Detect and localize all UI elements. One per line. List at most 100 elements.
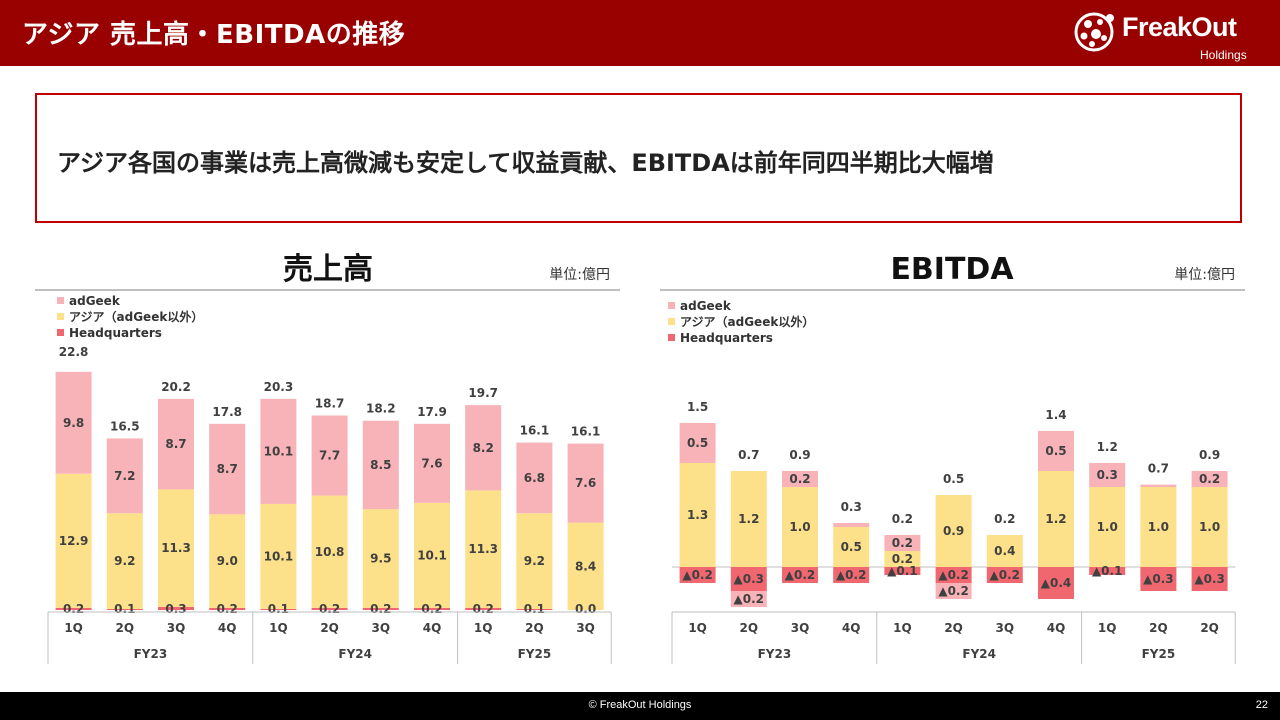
ebitda-group-label-2: FY25 bbox=[1142, 647, 1176, 661]
sales-bar-hq bbox=[106, 608, 143, 610]
sales-bar-hq bbox=[55, 607, 92, 610]
ebitda-bar-asia bbox=[679, 463, 716, 567]
sales-label-total: 20.2 bbox=[161, 380, 191, 394]
sales-bar-asia bbox=[158, 489, 194, 607]
ebitda-bar-adgeek bbox=[1038, 431, 1074, 471]
sales-bar-asia bbox=[516, 513, 553, 609]
ebitda-bar-adgeek bbox=[884, 535, 921, 551]
sales-label-hq: 0.2 bbox=[370, 602, 391, 616]
ebitda-label-adgeek-negative: ▲0.2 bbox=[938, 584, 969, 598]
ebitda-label-total: 0.9 bbox=[1199, 448, 1220, 462]
sales-label-total: 20.3 bbox=[264, 380, 294, 394]
sales-label-hq: 0.0 bbox=[575, 602, 596, 616]
sales-legend-swatch-0 bbox=[57, 297, 64, 304]
ebitda-label-total: 1.2 bbox=[1097, 440, 1118, 454]
sales-bar-adgeek bbox=[158, 398, 194, 490]
ebitda-bar-asia bbox=[935, 495, 972, 567]
sales-label-adgeek: 8.2 bbox=[473, 441, 494, 455]
ebitda-category-label: 2Q bbox=[944, 621, 963, 635]
ebitda-label-adgeek-negative: ▲0.2 bbox=[734, 592, 765, 606]
sales-category-label: 2Q bbox=[320, 621, 339, 635]
ebitda-legend-swatch-1 bbox=[668, 318, 675, 325]
sales-label-total: 17.9 bbox=[417, 405, 447, 419]
sales-label-adgeek: 9.8 bbox=[63, 416, 84, 430]
ebitda-label-hq: ▲0.2 bbox=[990, 568, 1021, 582]
ebitda-label-asia: 1.0 bbox=[789, 520, 810, 534]
ebitda-label-total: 0.7 bbox=[1148, 462, 1169, 476]
sales-bar-hq bbox=[158, 606, 194, 610]
sales-label-asia: 10.1 bbox=[417, 548, 447, 562]
ebitda-label-total: 0.2 bbox=[994, 512, 1015, 526]
sales-bar-adgeek bbox=[516, 442, 553, 514]
ebitda-label-asia: 1.3 bbox=[687, 508, 708, 522]
ebitda-label-adgeek: 0.2 bbox=[1199, 472, 1220, 486]
ebitda-category-label: 2Q bbox=[1149, 621, 1168, 635]
ebitda-label-adgeek: 0.2 bbox=[789, 472, 810, 486]
ebitda-label-hq: ▲0.1 bbox=[1092, 564, 1123, 578]
logo-subtext: Holdings bbox=[1200, 48, 1247, 62]
ebitda-label-hq: ▲0.3 bbox=[1194, 572, 1225, 586]
sales-bar-adgeek bbox=[260, 398, 297, 504]
sales-label-asia: 12.9 bbox=[59, 534, 89, 548]
ebitda-label-hq: ▲0.3 bbox=[734, 572, 765, 586]
sales-category-label: 3Q bbox=[167, 621, 186, 635]
ebitda-bar-adgeek bbox=[679, 423, 716, 463]
ebitda-bar-hq bbox=[833, 567, 870, 583]
sales-label-adgeek: 10.1 bbox=[264, 444, 294, 458]
sales-label-adgeek: 8.7 bbox=[165, 437, 186, 451]
sales-label-asia: 11.3 bbox=[468, 542, 498, 556]
ebitda-bar-adgeek-negative bbox=[730, 591, 767, 607]
company-logo: FreakOut Holdings bbox=[1068, 4, 1268, 64]
sales-label-hq: 0.2 bbox=[217, 602, 238, 616]
sales-label-total: 17.8 bbox=[212, 405, 242, 419]
ebitda-bar-adgeek bbox=[1140, 484, 1177, 487]
sales-label-adgeek: 6.8 bbox=[524, 471, 545, 485]
ebitda-legend-swatch-2 bbox=[668, 334, 675, 341]
sales-group-label-1: FY24 bbox=[338, 647, 372, 661]
ebitda-bar-hq bbox=[782, 567, 818, 583]
sales-category-label: 2Q bbox=[116, 621, 135, 635]
ebitda-legend-swatch-0 bbox=[668, 302, 675, 309]
ebitda-legend-label-0: adGeek bbox=[680, 299, 732, 313]
sales-label-total: 16.1 bbox=[571, 425, 601, 439]
ebitda-unit-label: 単位:億円 bbox=[1174, 267, 1235, 283]
sales-bar-hq bbox=[260, 608, 297, 610]
headline-box: アジア各国の事業は売上高微減も安定して収益貢献、EBITDAは前年同四半期比大幅… bbox=[35, 93, 1242, 223]
sales-group-label-0: FY23 bbox=[134, 647, 168, 661]
ebitda-label-hq: ▲0.2 bbox=[785, 568, 816, 582]
charts-canvas: 売上高 単位:億円adGeekアジア（adGeek以外）Headquarters1… bbox=[35, 252, 1245, 664]
sales-category-label: 1Q bbox=[64, 621, 83, 635]
sales-category-label: 4Q bbox=[218, 621, 237, 635]
ebitda-bar-asia bbox=[1089, 487, 1126, 567]
ebitda-bar-adgeek bbox=[1191, 471, 1228, 487]
sales-label-hq: 0.1 bbox=[524, 602, 545, 616]
ebitda-legend-label-2: Headquarters bbox=[680, 331, 773, 345]
sales-label-adgeek: 7.6 bbox=[575, 476, 596, 490]
sales-category-label: 1Q bbox=[474, 621, 493, 635]
sales-label-asia: 10.8 bbox=[315, 545, 345, 559]
sales-label-asia: 8.4 bbox=[575, 559, 596, 573]
ebitda-label-hq: ▲0.1 bbox=[887, 564, 918, 578]
sales-category-label: 3Q bbox=[372, 621, 391, 635]
ebitda-label-asia: 0.5 bbox=[841, 540, 862, 554]
ebitda-bar-adgeek bbox=[833, 523, 870, 527]
ebitda-bar-adgeek-negative bbox=[935, 583, 972, 599]
sales-label-hq: 0.1 bbox=[114, 602, 135, 616]
ebitda-label-adgeek: 0.2 bbox=[892, 536, 913, 550]
sales-bar-hq bbox=[414, 607, 450, 610]
ebitda-bar-asia bbox=[1191, 487, 1228, 567]
sales-label-asia: 9.0 bbox=[217, 554, 238, 568]
footer-copyright: © FreakOut Holdings bbox=[588, 699, 692, 711]
sales-label-total: 16.1 bbox=[520, 424, 550, 438]
ebitda-label-asia: 0.9 bbox=[943, 524, 964, 538]
headline-text: アジア各国の事業は売上高微減も安定して収益貢献、EBITDAは前年同四半期比大幅… bbox=[57, 149, 994, 177]
ebitda-label-asia: 1.2 bbox=[738, 512, 759, 526]
ebitda-bar-hq bbox=[1089, 567, 1126, 575]
ebitda-bar-asia bbox=[782, 487, 818, 567]
ebitda-bar-asia bbox=[884, 551, 921, 567]
sales-label-adgeek: 8.7 bbox=[217, 462, 238, 476]
sales-label-asia: 10.1 bbox=[264, 549, 294, 563]
sales-bar-adgeek bbox=[311, 415, 348, 496]
footer-bar: © FreakOut Holdings 22 bbox=[0, 692, 1280, 720]
ebitda-group-label-1: FY24 bbox=[962, 647, 996, 661]
